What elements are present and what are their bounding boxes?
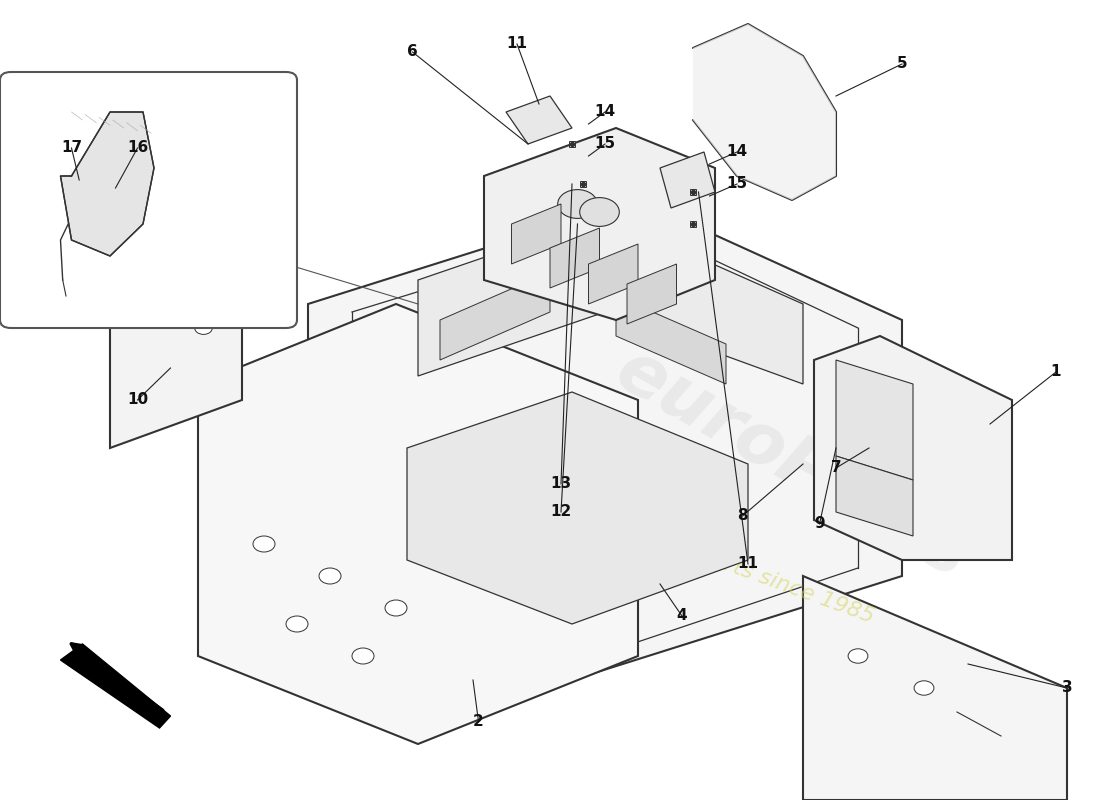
Circle shape <box>352 648 374 664</box>
Text: 2: 2 <box>473 714 484 729</box>
Polygon shape <box>484 128 715 320</box>
Circle shape <box>848 649 868 663</box>
Text: 10: 10 <box>126 393 148 407</box>
Text: 3: 3 <box>1062 681 1072 695</box>
Polygon shape <box>512 204 561 264</box>
Text: 12: 12 <box>550 505 572 519</box>
Polygon shape <box>60 644 170 728</box>
Polygon shape <box>616 296 726 384</box>
Polygon shape <box>506 96 572 144</box>
Text: 6: 6 <box>407 45 418 59</box>
Circle shape <box>385 600 407 616</box>
Text: 14: 14 <box>594 105 616 119</box>
Polygon shape <box>814 336 1012 560</box>
Circle shape <box>286 616 308 632</box>
Text: 4: 4 <box>676 609 688 623</box>
Text: 11: 11 <box>506 37 528 51</box>
Text: 7: 7 <box>830 461 842 475</box>
Polygon shape <box>660 152 715 208</box>
Polygon shape <box>836 456 913 536</box>
Polygon shape <box>308 200 902 680</box>
Text: 17: 17 <box>60 141 82 155</box>
Circle shape <box>558 190 597 218</box>
Polygon shape <box>407 392 748 624</box>
Text: 15: 15 <box>594 137 616 151</box>
Circle shape <box>580 198 619 226</box>
Polygon shape <box>550 228 600 288</box>
Polygon shape <box>198 304 638 744</box>
Text: 5: 5 <box>896 57 907 71</box>
Text: 16: 16 <box>126 141 148 155</box>
Text: 13: 13 <box>550 477 572 491</box>
Polygon shape <box>588 244 638 304</box>
Polygon shape <box>836 360 913 480</box>
Polygon shape <box>418 216 803 384</box>
Polygon shape <box>627 264 676 324</box>
Circle shape <box>914 681 934 695</box>
Polygon shape <box>803 576 1067 800</box>
Text: 14: 14 <box>726 145 748 159</box>
Polygon shape <box>440 272 550 360</box>
Circle shape <box>195 322 212 334</box>
FancyBboxPatch shape <box>0 72 297 328</box>
Circle shape <box>253 536 275 552</box>
Text: 8: 8 <box>737 509 748 523</box>
Polygon shape <box>693 24 836 200</box>
Polygon shape <box>110 256 242 448</box>
Polygon shape <box>60 112 154 256</box>
Text: 1: 1 <box>1050 365 1062 379</box>
Text: a passion for parts since 1985: a passion for parts since 1985 <box>553 493 877 627</box>
Circle shape <box>319 568 341 584</box>
Text: 15: 15 <box>726 177 748 191</box>
Text: euroParts: euroParts <box>603 335 981 593</box>
Text: 11: 11 <box>737 557 759 571</box>
Text: 9: 9 <box>814 517 825 531</box>
